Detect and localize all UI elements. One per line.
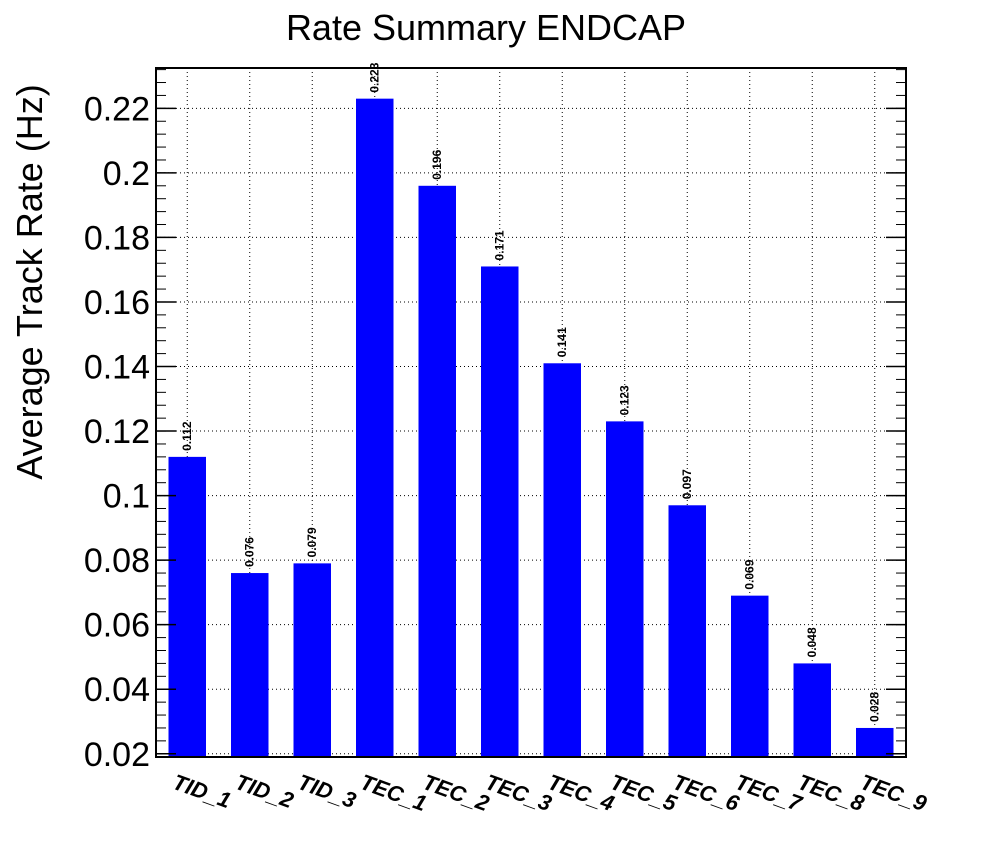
data-label: 0.223 [368, 62, 382, 92]
chart-title: Rate Summary ENDCAP [286, 7, 686, 48]
x-tick-label: TEC_9 [857, 769, 931, 816]
x-tick-label: TID_2 [232, 769, 298, 813]
bar [543, 363, 581, 757]
data-label: 0.048 [805, 627, 819, 657]
data-label: 0.171 [493, 230, 507, 260]
y-tick-label: 0.2 [103, 155, 150, 193]
data-label: 0.112 [180, 421, 194, 451]
y-tick-label: 0.22 [84, 90, 150, 128]
y-tick-label: 0.08 [84, 542, 150, 580]
bar [168, 456, 206, 757]
data-label: 0.028 [868, 692, 882, 722]
data-label: 0.079 [305, 527, 319, 557]
y-tick-label: 0.04 [84, 671, 150, 709]
x-tick-label: TEC_2 [420, 769, 494, 816]
x-tick-label: TEC_8 [795, 769, 869, 816]
data-label: 0.123 [618, 385, 632, 415]
x-tick-label: TEC_1 [357, 769, 430, 816]
data-label: 0.097 [680, 469, 694, 499]
data-label: 0.196 [430, 149, 444, 179]
y-tick-label: 0.06 [84, 607, 150, 645]
x-tick-label: TEC_6 [670, 769, 744, 816]
bar [856, 727, 894, 757]
bar [668, 505, 706, 757]
bar [481, 266, 519, 757]
data-label: 0.069 [743, 559, 757, 589]
y-tick-label: 0.18 [84, 219, 150, 257]
x-tick-label: TID_1 [170, 769, 235, 813]
bar [606, 421, 644, 757]
plot-frame [155, 67, 907, 758]
y-tick-label: 0.14 [84, 349, 150, 387]
y-tick-label: 0.1 [103, 478, 150, 516]
y-tick-label: 0.16 [84, 284, 150, 322]
bar [731, 595, 769, 757]
bar [418, 185, 456, 757]
y-tick-label: 0.12 [84, 413, 150, 451]
bar [793, 663, 831, 757]
y-axis-label: Average Track Rate (Hz) [9, 84, 50, 479]
x-tick-label: TEC_3 [482, 769, 555, 816]
data-label: 0.076 [243, 537, 257, 567]
bar-layer [168, 98, 894, 757]
bar [356, 98, 394, 757]
y-tick-label: 0.02 [84, 736, 150, 774]
bar [231, 573, 269, 757]
bar [293, 563, 331, 757]
data-label: 0.141 [555, 327, 569, 357]
x-tick-label: TEC_4 [545, 769, 618, 816]
data-label-layer: 0.112 0.076 0.079 0.223 0.196 0.171 0.141 0.123… [180, 62, 882, 722]
x-tick-label: TID_3 [295, 769, 360, 813]
x-tick-label: TEC_5 [607, 769, 681, 816]
